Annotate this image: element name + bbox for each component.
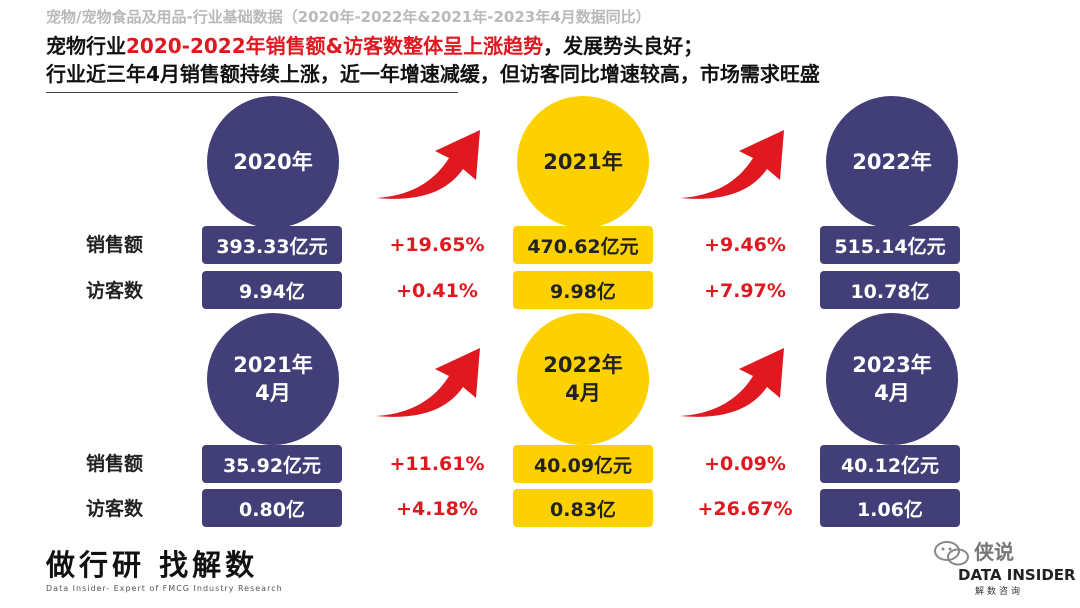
- sales-value-2020: 393.33亿元: [202, 226, 342, 264]
- visitors-value-2022: 10.78亿: [820, 271, 960, 309]
- period-circle-2021-april: 2021年 4月: [207, 313, 339, 445]
- headline-prefix: 宠物行业: [46, 34, 126, 58]
- visitors-value-2021-april: 0.80亿: [202, 489, 342, 527]
- headline-line-2: 行业近三年4月销售额持续上涨，近一年增速减缓，但访客同比增速较高，市场需求旺盛: [46, 62, 820, 86]
- period-circle-2021: 2021年: [517, 96, 649, 228]
- visitor-growth-2021: +0.41%: [396, 280, 478, 302]
- visitors-value-2022-april: 0.83亿: [513, 489, 653, 527]
- period-circle-2022: 2022年: [826, 96, 958, 228]
- growth-arrow-icon: [680, 348, 784, 417]
- page-subtitle: 宠物/宠物食品及用品-行业基础数据（2020年-2022年&2021年-2023…: [46, 8, 651, 26]
- headline-highlight: 2020-2022年销售额&访客数整体呈上涨趋势: [126, 34, 544, 58]
- sales-value-2023-april: 40.12亿元: [820, 445, 960, 483]
- sales-value-2022-april: 40.09亿元: [513, 445, 653, 483]
- sales-growth-2023-april: +0.09%: [704, 453, 786, 475]
- row-label-visitors: 访客数: [86, 280, 144, 302]
- growth-arrow-icon: [376, 348, 480, 417]
- header-divider: [46, 92, 458, 93]
- visitor-growth-2022: +7.97%: [704, 280, 786, 302]
- brand-logo-subtitle: 解数咨询: [975, 587, 1024, 597]
- sales-value-2021: 470.62亿元: [513, 226, 653, 264]
- watermark-text: 侠说: [974, 540, 1014, 564]
- visitors-value-2023-april: 1.06亿: [820, 489, 960, 527]
- period-circle-2022-april: 2022年 4月: [517, 313, 649, 445]
- period-circle-2020: 2020年: [207, 96, 339, 228]
- sales-growth-2022: +9.46%: [704, 234, 786, 256]
- sales-growth-2021: +19.65%: [389, 234, 485, 256]
- row-label-sales-april: 销售额: [86, 453, 144, 475]
- sales-growth-2022-april: +11.61%: [389, 453, 485, 475]
- footer-tagline: Data Insider- Expert of FMCG Industry Re…: [46, 584, 283, 593]
- headline-line-1: 宠物行业2020-2022年销售额&访客数整体呈上涨趋势，发展势头良好；: [46, 30, 703, 59]
- row-label-visitors-april: 访客数: [86, 498, 144, 520]
- period-circle-2023-april: 2023年 4月: [826, 313, 958, 445]
- visitors-value-2021: 9.98亿: [513, 271, 653, 309]
- visitors-value-2020: 9.94亿: [202, 271, 342, 309]
- footer-slogan: 做行研 找解数: [46, 548, 259, 582]
- visitor-growth-2022-april: +4.18%: [396, 498, 478, 520]
- growth-arrow-icon: [376, 130, 480, 199]
- visitor-growth-2023-april: +26.67%: [697, 498, 793, 520]
- sales-value-2021-april: 35.92亿元: [202, 445, 342, 483]
- wechat-icon: [934, 541, 969, 566]
- headline-suffix: ，发展势头良好；: [543, 34, 704, 58]
- growth-arrow-icon: [680, 130, 784, 199]
- sales-value-2022: 515.14亿元: [820, 226, 960, 264]
- row-label-sales: 销售额: [86, 234, 144, 256]
- brand-logo-name: DATA INSIDER: [958, 566, 1076, 584]
